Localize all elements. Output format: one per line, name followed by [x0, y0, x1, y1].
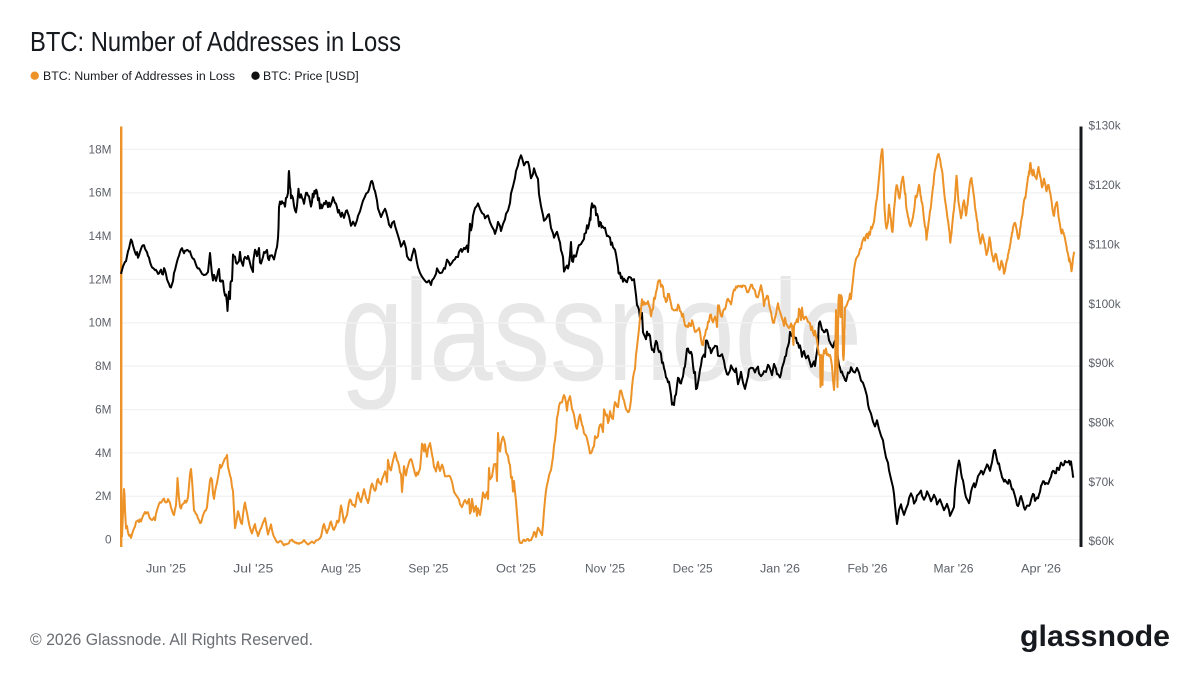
svg-text:$100k: $100k	[1089, 297, 1121, 311]
svg-text:© 2026 Glassnode. All Rights R: © 2026 Glassnode. All Rights Reserved.	[30, 631, 313, 649]
svg-text:18M: 18M	[89, 142, 112, 156]
svg-text:Nov '25: Nov '25	[585, 564, 625, 576]
svg-text:10M: 10M	[89, 316, 112, 330]
svg-text:Aug '25: Aug '25	[321, 564, 361, 576]
svg-text:Feb '26: Feb '26	[848, 564, 888, 576]
svg-text:$70k: $70k	[1089, 475, 1115, 489]
svg-text:$130k: $130k	[1089, 119, 1121, 133]
svg-text:Jul '25: Jul '25	[233, 564, 273, 576]
svg-text:Apr '26: Apr '26	[1021, 564, 1061, 576]
svg-text:$60k: $60k	[1089, 534, 1115, 548]
svg-text:Dec '25: Dec '25	[673, 564, 713, 576]
svg-text:$90k: $90k	[1089, 356, 1115, 370]
svg-text:$120k: $120k	[1089, 178, 1121, 192]
svg-text:glassnode: glassnode	[1020, 620, 1170, 653]
svg-text:6M: 6M	[95, 403, 111, 417]
svg-text:BTC: Number of Addresses in Lo: BTC: Number of Addresses in Loss	[30, 26, 401, 57]
svg-text:$110k: $110k	[1089, 237, 1120, 251]
svg-text:glassnode: glassnode	[340, 251, 862, 411]
svg-text:Jun '25: Jun '25	[146, 564, 186, 576]
svg-text:12M: 12M	[89, 272, 112, 286]
svg-text:$80k: $80k	[1089, 416, 1115, 430]
svg-text:Oct '25: Oct '25	[496, 564, 536, 576]
svg-text:Mar '26: Mar '26	[934, 564, 974, 576]
svg-text:Jan '26: Jan '26	[760, 564, 800, 576]
svg-text:0: 0	[105, 533, 112, 547]
svg-text:BTC: Number of Addresses in Lo: BTC: Number of Addresses in Loss	[43, 69, 235, 83]
svg-text:2M: 2M	[95, 489, 111, 503]
svg-text:Sep '25: Sep '25	[408, 564, 448, 576]
svg-text:8M: 8M	[95, 359, 111, 373]
svg-text:4M: 4M	[95, 446, 111, 460]
svg-text:16M: 16M	[89, 186, 112, 200]
svg-text:BTC: Price [USD]: BTC: Price [USD]	[263, 69, 359, 83]
svg-text:14M: 14M	[89, 229, 112, 243]
